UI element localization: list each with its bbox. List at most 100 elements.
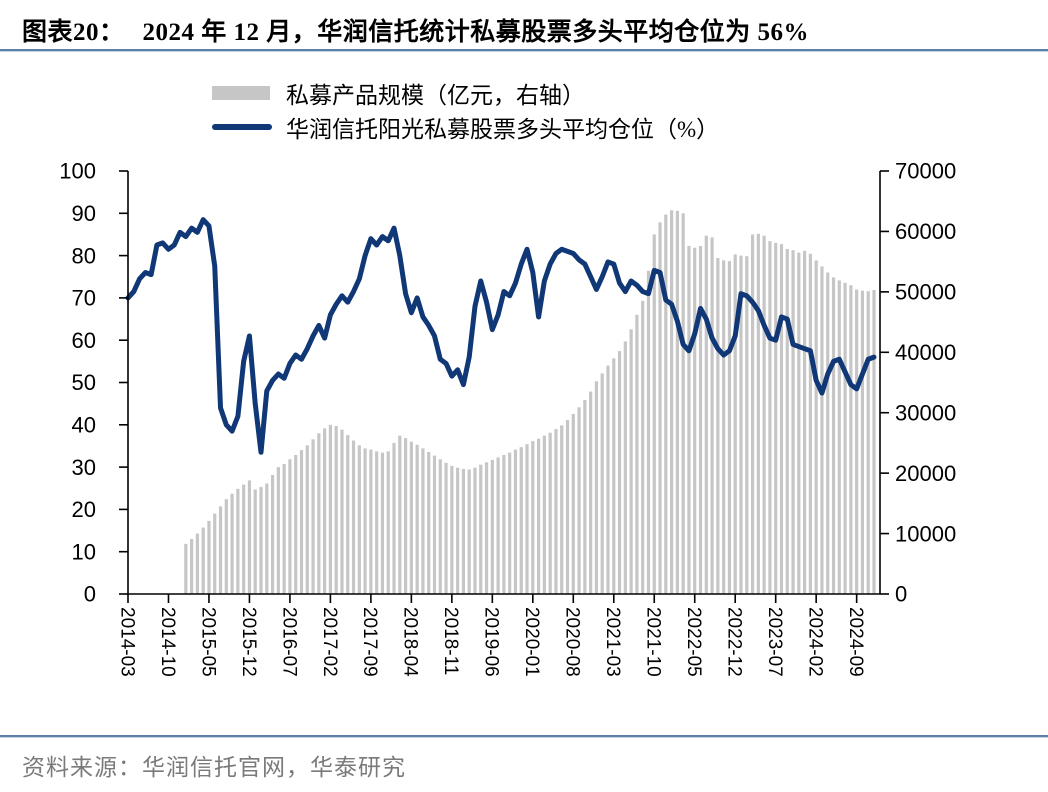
bar <box>837 280 841 594</box>
axes: 0 10 20 30 40 50 60 70 80 90 100 0 10000 20000 30000 40… <box>59 159 956 677</box>
legend-item-line-series: 华润信托阳光私募股票多头平均仓位（%） <box>212 110 719 144</box>
footer-rule <box>0 735 1048 738</box>
bar <box>577 407 581 594</box>
bar <box>554 429 558 594</box>
y-right-tick-label: 50000 <box>895 280 956 305</box>
bar <box>762 235 766 594</box>
bar <box>323 428 327 594</box>
bar <box>242 484 246 594</box>
bar <box>779 244 784 594</box>
bar <box>230 493 234 594</box>
y-left-tick-label: 100 <box>59 159 96 184</box>
bar <box>623 341 627 594</box>
x-tick-label: 2014-03 <box>116 607 137 677</box>
figure-number: 图表20： <box>22 19 125 46</box>
bar <box>276 467 280 594</box>
position-line <box>125 217 877 455</box>
bar <box>629 329 633 594</box>
bar <box>432 455 437 594</box>
y-left-tick-label: 60 <box>72 328 96 353</box>
bar <box>380 452 385 594</box>
bar <box>722 260 726 594</box>
bar <box>299 450 304 594</box>
x-tick-label: 2016-07 <box>278 607 299 677</box>
y-left-tick-label: 80 <box>72 243 96 268</box>
y-right-tick-label: 30000 <box>895 400 956 425</box>
bar <box>542 435 546 594</box>
bar <box>415 444 419 594</box>
line-series-swatch <box>212 124 272 130</box>
bar <box>583 400 587 594</box>
y-left-tick-label: 50 <box>72 370 96 395</box>
bar <box>536 438 541 594</box>
y-right-tick-label: 40000 <box>895 340 956 365</box>
bar <box>409 441 413 594</box>
bar <box>693 247 697 595</box>
bar <box>560 425 564 594</box>
bar <box>317 433 321 594</box>
bar <box>617 351 622 594</box>
bar <box>698 245 703 594</box>
bar <box>213 513 217 594</box>
x-tick-label: 2024-09 <box>845 607 866 677</box>
bar <box>571 413 575 594</box>
x-tick-label: 2018-11 <box>440 607 461 675</box>
bar <box>392 442 396 594</box>
bar <box>716 258 720 594</box>
figure-title-row: 图表20： 2024 年 12 月，华润信托统计私募股票多头平均仓位为 56% <box>22 12 1032 48</box>
bar <box>438 459 442 594</box>
bar <box>490 459 494 594</box>
bar <box>750 234 755 594</box>
y-right-tick-label: 10000 <box>895 521 956 546</box>
bar <box>670 210 674 594</box>
x-tick-label: 2023-07 <box>764 607 785 677</box>
y-left-tick-label: 90 <box>72 201 96 226</box>
bar <box>513 449 518 594</box>
bar <box>375 451 379 594</box>
bar <box>664 214 668 594</box>
bar <box>866 291 870 594</box>
bar <box>594 381 599 594</box>
bar <box>589 391 593 594</box>
bar <box>808 253 812 595</box>
bar <box>351 440 356 594</box>
bar <box>519 447 523 594</box>
bar <box>733 254 737 594</box>
bar <box>739 255 743 594</box>
bar <box>357 445 361 594</box>
source-note: 资料来源：华润信托官网，华泰研究 <box>22 755 406 780</box>
legend-item-bar-series: 私募产品规模（亿元，右轴） <box>212 76 719 110</box>
y-left-tick-label: 40 <box>72 413 96 438</box>
bar <box>369 449 373 594</box>
line-series <box>125 217 877 455</box>
bar <box>855 289 859 594</box>
bar <box>334 426 338 594</box>
bar <box>565 419 570 594</box>
bar <box>253 489 257 594</box>
bar <box>456 467 460 594</box>
bar <box>461 468 466 594</box>
x-tick-label: 2020-08 <box>562 607 583 677</box>
bar <box>814 260 818 594</box>
bar <box>860 290 865 594</box>
line-series-label: 华润信托阳光私募股票多头平均仓位（%） <box>286 117 720 142</box>
bar <box>548 432 552 594</box>
bar <box>265 483 269 594</box>
x-tick-label: 2017-09 <box>359 607 380 677</box>
chart-canvas: 0 10 20 30 40 50 60 70 80 90 100 0 10000 20000 30000 40… <box>59 159 956 677</box>
bar <box>294 455 298 594</box>
bar <box>427 451 431 594</box>
bar <box>525 444 529 594</box>
bar <box>797 252 801 594</box>
x-tick-label: 2019-06 <box>481 607 502 677</box>
bar-series-swatch <box>212 86 270 100</box>
bar <box>236 488 240 594</box>
bar <box>288 459 292 594</box>
bar <box>305 445 309 594</box>
bar <box>282 464 286 594</box>
y-left-tick-label: 10 <box>72 539 96 564</box>
bar <box>386 451 390 594</box>
x-tick-label: 2020-01 <box>521 607 542 677</box>
y-right-tick-label: 0 <box>895 582 907 607</box>
bar <box>756 233 760 594</box>
